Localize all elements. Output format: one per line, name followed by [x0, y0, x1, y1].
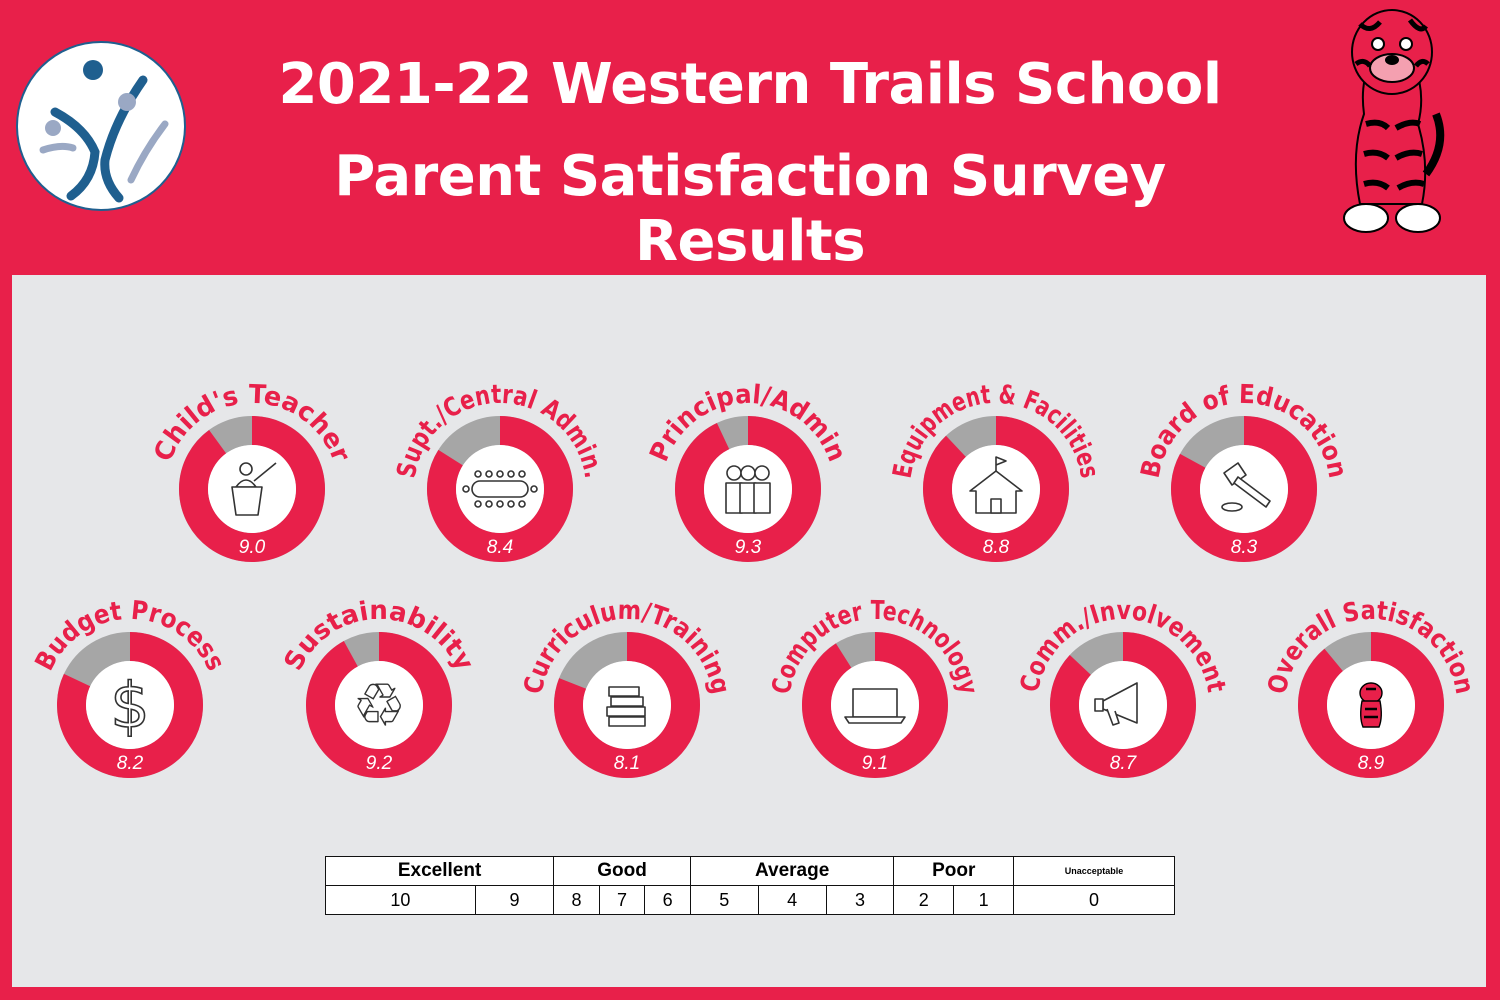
gauge-value-arc: [802, 632, 948, 778]
gauge-value-arc: [306, 632, 452, 778]
scale-category-unacceptable: Unacceptable: [1013, 856, 1175, 886]
teacher-at-podium-icon: [231, 462, 277, 516]
gauge-value-arc: [1298, 632, 1444, 778]
scale-category-average: Average: [689, 856, 895, 886]
scale-number-row: 10 9 8 7 6 5 4 3 2 1 0: [325, 885, 1175, 915]
gauge-value-arc: [554, 632, 700, 778]
scale-number: 10: [325, 885, 476, 915]
scale-category-poor: Poor: [893, 856, 1015, 886]
gauge-center: [335, 661, 423, 749]
gavel-icon: [1221, 462, 1271, 512]
gauge-value-label: 8.8: [983, 537, 1010, 558]
tiger-mascot-icon: [1343, 9, 1445, 233]
scale-number: 6: [644, 885, 691, 915]
gauge-value-arc: [1050, 632, 1196, 778]
gauge-value-label: 9.1: [862, 753, 888, 774]
recycle-icon: ♻: [352, 670, 405, 739]
gauge-value-arc: [427, 416, 573, 562]
conference-table-icon: [462, 470, 538, 508]
scale-number: 0: [1013, 885, 1175, 915]
scale-category-good: Good: [553, 856, 691, 886]
gauge-value-label: 8.7: [1110, 753, 1138, 774]
gauge-center: [86, 661, 174, 749]
gauge-value-label: 9.0: [239, 537, 266, 558]
scale-number: 2: [893, 885, 955, 915]
gauge-value-arc: [179, 416, 325, 562]
page-title-line1: 2021-22 Western Trails School: [278, 52, 1222, 117]
scale-number: 9: [474, 885, 555, 915]
gauge-value-label: 9.2: [366, 753, 393, 774]
scale-number: 8: [553, 885, 600, 915]
megaphone-icon: [1094, 682, 1138, 726]
scale-number: 5: [689, 885, 759, 915]
gauge-value-label: 8.3: [1231, 537, 1258, 558]
gauge-value-label: 8.9: [1358, 753, 1385, 774]
laptop-icon: [844, 688, 906, 724]
tiger-mascot-icon: [1359, 682, 1383, 728]
scale-number: 4: [757, 885, 827, 915]
gauge-value-label: 8.4: [487, 537, 513, 558]
header-banner: 2021-22 Western Trails School Parent Sat…: [0, 0, 1500, 275]
stack-of-books-icon: [606, 686, 646, 727]
schoolhouse-icon: [969, 456, 1023, 514]
dollar-sign-icon: $: [109, 668, 150, 743]
gauge-value-label: 8.2: [117, 753, 144, 774]
gauge-value-arc: [675, 416, 821, 562]
scale-category-row: Excellent Good Average Poor Unacceptable: [324, 856, 1175, 886]
scale-number: 7: [598, 885, 646, 915]
scale-number: 1: [953, 885, 1015, 915]
scale-number: 3: [825, 885, 895, 915]
group-of-people-icon: [725, 465, 771, 514]
svg-text:$: $: [110, 669, 149, 742]
scale-category-excellent: Excellent: [324, 856, 555, 886]
svg-text:♻: ♻: [353, 671, 405, 739]
gauge-value-arc: [923, 416, 1069, 562]
district-logo-icon: [16, 41, 186, 211]
gauge-value-arc: [1171, 416, 1317, 562]
page-title-line2: Parent Satisfaction Survey Results: [334, 144, 1166, 274]
gauge-value-label: 8.1: [614, 753, 640, 774]
gauge-value-arc: [57, 632, 203, 778]
rating-scale-table: Excellent Good Average Poor Unacceptable…: [324, 856, 1175, 915]
gauge-value-label: 9.3: [735, 537, 762, 558]
